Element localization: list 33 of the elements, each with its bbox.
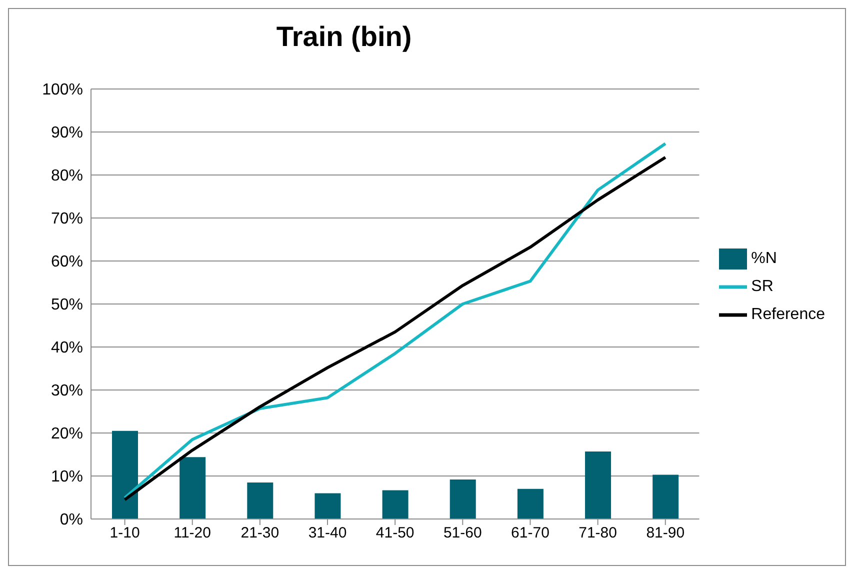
x-tick-label: 41-50 bbox=[376, 524, 414, 542]
y-tick-label: 20% bbox=[50, 426, 83, 443]
x-tick-label: 31-40 bbox=[308, 524, 347, 542]
x-tick-label: 21-30 bbox=[240, 524, 280, 542]
legend-label: %N bbox=[751, 250, 777, 268]
chart-title: Train (bin) bbox=[275, 21, 413, 53]
y-tick-label: 10% bbox=[50, 468, 83, 486]
bar bbox=[652, 474, 679, 519]
y-tick-label: 90% bbox=[50, 124, 83, 142]
bar bbox=[450, 479, 476, 519]
x-tick-label: 11-20 bbox=[174, 524, 211, 542]
y-tick-label: 60% bbox=[50, 254, 83, 271]
x-tick-label: 1-10 bbox=[110, 524, 140, 542]
bar bbox=[180, 457, 206, 519]
y-tick-label: 70% bbox=[50, 210, 83, 228]
bar bbox=[517, 488, 544, 519]
y-tick-label: 50% bbox=[50, 296, 83, 314]
y-tick-label: 100% bbox=[42, 82, 83, 99]
y-tick-label: 0% bbox=[60, 512, 83, 529]
x-tick-label: 81-90 bbox=[646, 524, 685, 542]
y-tick-label: 40% bbox=[50, 340, 83, 357]
x-tick-label: 61-70 bbox=[511, 524, 550, 542]
bar bbox=[382, 490, 408, 519]
y-tick-label: 30% bbox=[50, 382, 83, 400]
legend-label: Reference bbox=[751, 306, 825, 324]
y-tick-label: 80% bbox=[50, 168, 83, 185]
bar bbox=[112, 430, 138, 519]
bar bbox=[585, 451, 612, 519]
x-tick-label: 51-60 bbox=[443, 524, 482, 542]
bar bbox=[314, 493, 341, 519]
legend-label: SR bbox=[751, 278, 774, 296]
x-tick-label: 71-80 bbox=[578, 524, 617, 542]
bar bbox=[247, 482, 274, 519]
